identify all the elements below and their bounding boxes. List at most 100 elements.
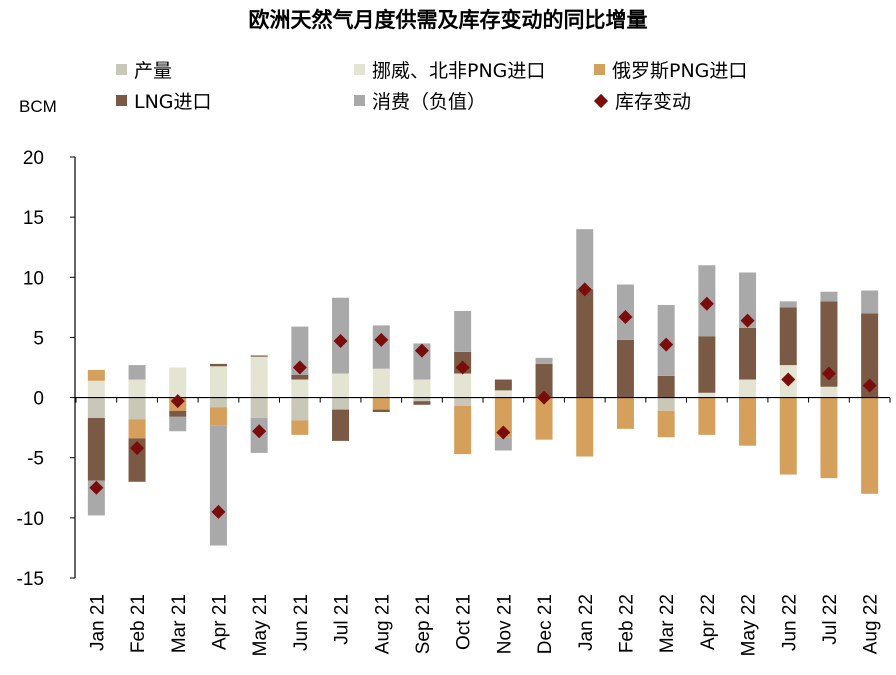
legend-item-russia-png: 俄罗斯PNG进口 bbox=[594, 56, 747, 83]
bar-segment bbox=[535, 363, 553, 398]
storage-change-marker bbox=[862, 378, 877, 393]
bar-segment bbox=[820, 301, 838, 387]
legend-item-consumption: 消费（负值） bbox=[354, 87, 486, 114]
bar-segment bbox=[494, 379, 512, 391]
bar-segment bbox=[494, 437, 512, 451]
y-tick-label: 5 bbox=[33, 328, 44, 349]
x-tick-label: Nov 21 bbox=[494, 594, 515, 654]
x-tick-label: Jan 22 bbox=[576, 594, 597, 651]
bar-segment bbox=[413, 401, 431, 405]
bar-segment bbox=[169, 367, 187, 398]
legend-label: 俄罗斯PNG进口 bbox=[612, 60, 748, 82]
bar-segment bbox=[535, 357, 553, 364]
storage-change-marker bbox=[292, 360, 307, 375]
bar-segment bbox=[332, 397, 350, 410]
y-tick-label: -10 bbox=[17, 509, 44, 530]
x-tick-label: Jan 21 bbox=[87, 594, 108, 651]
bar-segment bbox=[576, 229, 594, 290]
bar-segment bbox=[372, 368, 390, 398]
storage-change-marker bbox=[374, 332, 389, 347]
bar-segment bbox=[820, 291, 838, 302]
storage-change-marker bbox=[821, 366, 836, 381]
storage-change-marker bbox=[699, 296, 714, 311]
bar-segment bbox=[209, 363, 227, 367]
x-tick-label: May 22 bbox=[739, 594, 760, 656]
bar-segment bbox=[209, 397, 227, 408]
x-tick-label: Sep 21 bbox=[413, 594, 434, 654]
bar-segment bbox=[739, 397, 757, 446]
bar-segment bbox=[291, 397, 309, 421]
y-tick-label: 20 bbox=[23, 148, 44, 169]
bar-segment bbox=[739, 379, 757, 398]
x-tick-label: Mar 21 bbox=[169, 594, 190, 653]
bar-segment bbox=[494, 390, 512, 398]
x-tick-label: Mar 22 bbox=[657, 594, 678, 653]
legend-swatch-icon bbox=[354, 64, 365, 75]
bar-segment bbox=[291, 379, 309, 398]
legend-item-norway-north-africa: 挪威、北非PNG进口 bbox=[354, 56, 545, 83]
storage-change-marker bbox=[496, 425, 511, 440]
legend-swatch-icon bbox=[116, 95, 127, 106]
storage-change-marker bbox=[618, 309, 633, 324]
bar-segment bbox=[87, 369, 105, 381]
legend-label: 挪威、北非PNG进口 bbox=[372, 60, 546, 82]
storage-change-marker bbox=[781, 372, 796, 387]
x-tick-label: Oct 21 bbox=[454, 594, 475, 650]
storage-change-marker bbox=[130, 441, 145, 456]
bar-segment bbox=[698, 397, 716, 435]
bar-segment bbox=[820, 386, 838, 398]
bar-segment bbox=[739, 272, 757, 328]
x-tick-label: Feb 22 bbox=[616, 594, 637, 653]
y-tick-label: 0 bbox=[33, 389, 44, 410]
bar-segment bbox=[291, 374, 309, 380]
x-tick-label: Aug 22 bbox=[861, 594, 882, 654]
bar-segment bbox=[576, 289, 594, 398]
storage-change-marker bbox=[211, 504, 226, 519]
x-tick-label: Jul 22 bbox=[820, 594, 841, 645]
x-tick-label: Apr 21 bbox=[209, 594, 230, 650]
storage-change-marker bbox=[252, 424, 267, 439]
bar-segment bbox=[698, 392, 716, 398]
chart-title: 欧洲天然气月度供需及库存变动的同比增量 bbox=[248, 8, 648, 32]
legend-label: LNG进口 bbox=[134, 91, 212, 113]
legend-swatch-icon bbox=[594, 64, 605, 75]
bar-segment bbox=[128, 397, 146, 420]
bar-segment bbox=[657, 410, 675, 438]
y-axis-unit-label: BCM bbox=[19, 97, 57, 116]
y-tick-label: 10 bbox=[23, 268, 44, 289]
bar-segment bbox=[454, 373, 472, 398]
bar-segment bbox=[169, 416, 187, 432]
x-tick-label: Jun 22 bbox=[779, 594, 800, 651]
x-tick-label: Aug 21 bbox=[372, 594, 393, 654]
bar-segment bbox=[250, 397, 268, 419]
storage-change-marker bbox=[333, 334, 348, 349]
bar-segment bbox=[332, 373, 350, 398]
storage-change-marker bbox=[170, 394, 185, 409]
bar-segment bbox=[209, 366, 227, 398]
bar-segment bbox=[698, 336, 716, 393]
bar-segment bbox=[535, 397, 553, 440]
bar-segment bbox=[372, 409, 390, 413]
bar-segment bbox=[87, 397, 105, 419]
bar-segment bbox=[779, 301, 797, 308]
bar-segment bbox=[250, 356, 268, 398]
storage-change-marker bbox=[659, 337, 674, 352]
x-tick-label: Feb 21 bbox=[128, 594, 149, 653]
x-tick-label: May 21 bbox=[250, 594, 271, 656]
storage-change-marker bbox=[740, 313, 755, 328]
bar-segment bbox=[576, 397, 594, 457]
bar-segment bbox=[861, 290, 879, 314]
y-tick-label: -5 bbox=[27, 449, 44, 470]
bar-segment bbox=[372, 325, 390, 369]
bar-segment bbox=[291, 420, 309, 435]
bar-segment bbox=[332, 409, 350, 441]
bar-segment bbox=[209, 407, 227, 426]
bar-segment bbox=[413, 397, 431, 402]
bar-segment bbox=[861, 313, 879, 398]
bar-segment bbox=[128, 419, 146, 439]
bar-segment bbox=[87, 418, 105, 481]
bar-segment bbox=[779, 397, 797, 475]
bar-segment bbox=[128, 365, 146, 380]
bar-segment bbox=[454, 310, 472, 352]
